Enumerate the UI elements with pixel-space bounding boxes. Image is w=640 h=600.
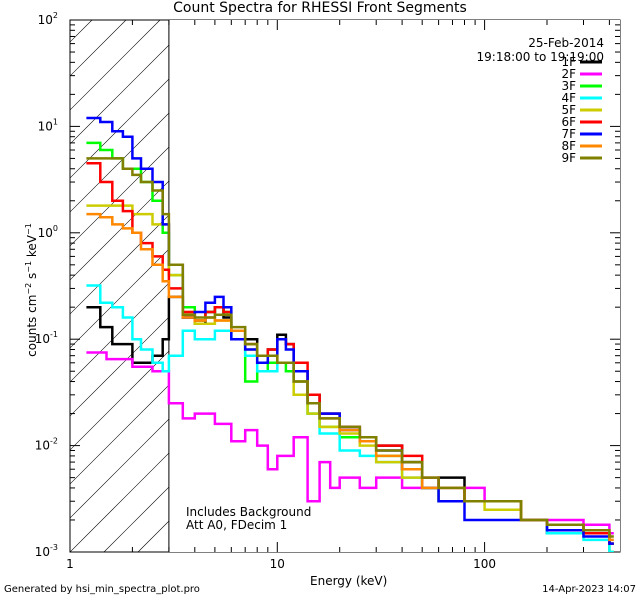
generator-footer: Generated by hsi_min_spectra_plot.pro xyxy=(4,584,200,595)
hatch-line xyxy=(70,20,195,145)
series-line-7F xyxy=(86,116,614,545)
x-tick-label: 1 xyxy=(66,557,74,571)
y-tick-label: 101 xyxy=(38,117,58,133)
y-axis-label: counts cm−2 s−1 keV−1 xyxy=(24,223,39,357)
legend-label-6F: 6F xyxy=(561,115,576,129)
hatch-line xyxy=(70,20,127,77)
time-range-label: 19:18:00 to 19:19:00 xyxy=(476,50,604,64)
legend-label-1F: 1F xyxy=(561,55,576,69)
series-lines xyxy=(86,116,614,552)
x-tick-label: 100 xyxy=(473,557,496,571)
legend-label-4F: 4F xyxy=(561,91,576,105)
legend-label-7F: 7F xyxy=(561,127,576,141)
hatch-line xyxy=(70,20,93,43)
legend-label-2F: 2F xyxy=(561,67,576,81)
legend-label-3F: 3F xyxy=(561,79,576,93)
hatch-line xyxy=(0,20,24,552)
legend-label-9F: 9F xyxy=(561,151,576,165)
annotation-line-1: Includes Background xyxy=(186,505,311,519)
hatch-mask xyxy=(168,20,620,552)
chart-title: Count Spectra for RHESSI Front Segments xyxy=(173,0,467,16)
date-label: 25-Feb-2014 xyxy=(528,36,604,50)
hatch-line xyxy=(70,20,229,179)
y-tick-label: 10-2 xyxy=(35,437,58,453)
y-tick-label: 100 xyxy=(38,224,58,240)
legend-label-8F: 8F xyxy=(561,139,576,153)
legend-label-5F: 5F xyxy=(561,103,576,117)
series-line-2F xyxy=(86,351,614,535)
x-tick-label: 10 xyxy=(270,557,285,571)
y-tick-label: 10-3 xyxy=(35,543,58,559)
annotation-line-2: Att A0, FDecim 1 xyxy=(186,518,287,532)
timestamp-footer: 14-Apr-2023 14:07 xyxy=(542,584,636,595)
series-line-9F xyxy=(86,157,614,538)
x-axis-label: Energy (keV) xyxy=(310,574,388,588)
hatch-line xyxy=(70,20,161,111)
